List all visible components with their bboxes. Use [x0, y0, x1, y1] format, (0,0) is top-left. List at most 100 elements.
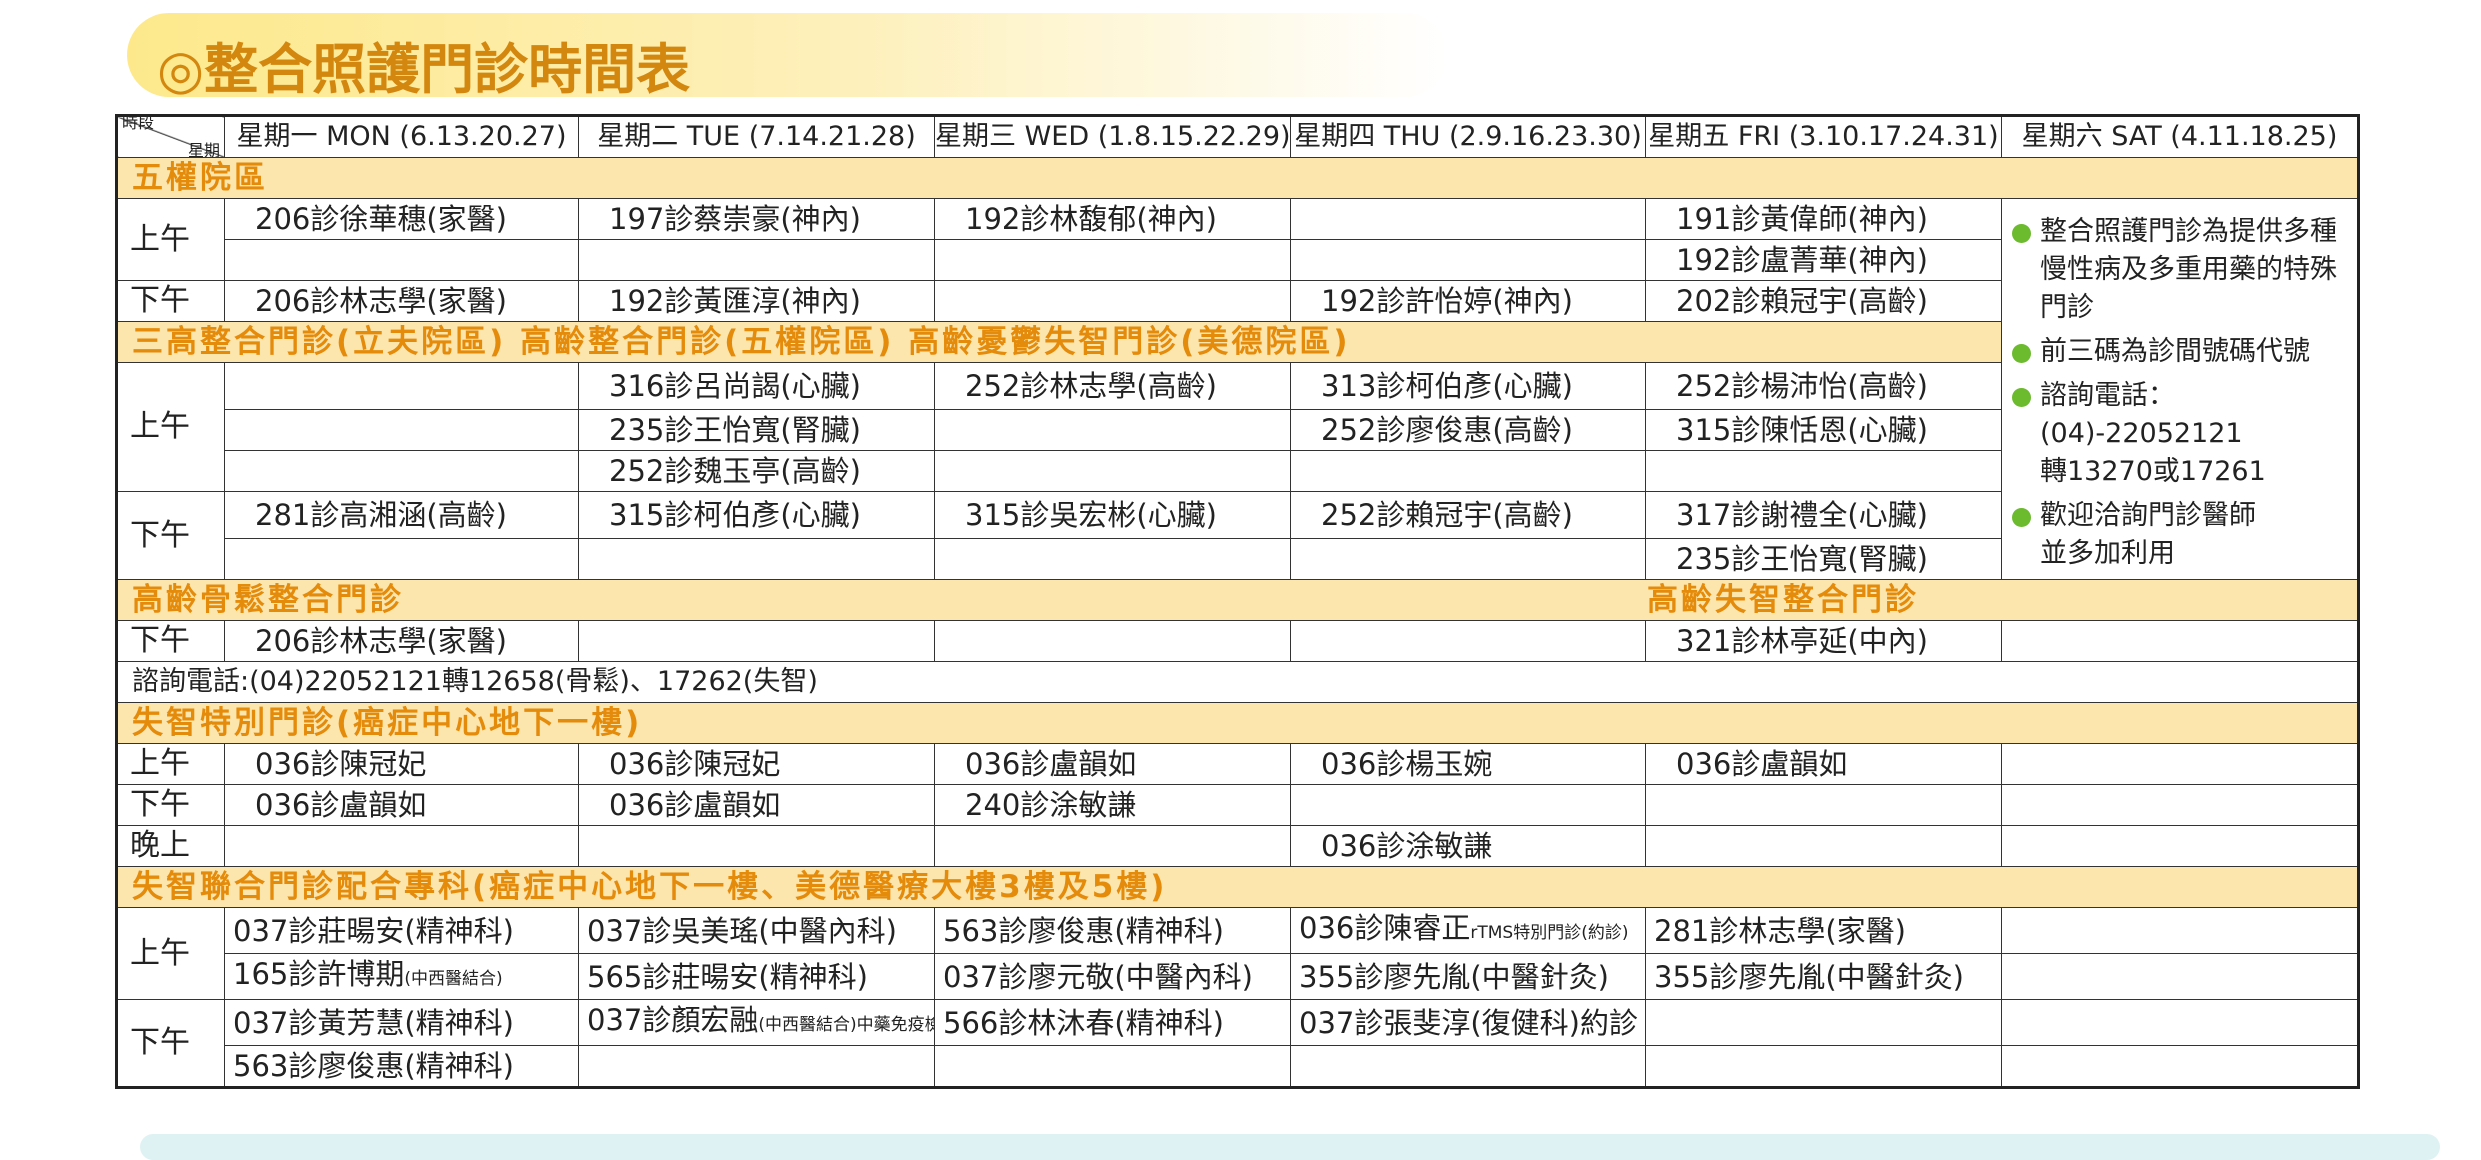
clinic-cell — [2001, 907, 2359, 954]
period-cell: 上午 — [116, 907, 225, 1000]
clinic-cell — [578, 620, 935, 662]
clinic-cell — [2001, 743, 2359, 785]
clinic-cell: 252診廖俊惠(高齡) — [1290, 409, 1646, 451]
clinic-note: (中西醫結合)中藥免疫檢查 — [758, 1015, 933, 1035]
clinic-cell: 240診涂敏謙 — [934, 784, 1291, 826]
clinic-cell: 036診陳冠妃 — [578, 743, 935, 785]
clinic-cell: 037診黃芳慧(精神科) — [224, 999, 579, 1046]
note-line: 前三碼為診間號碼代號 — [2040, 336, 2310, 367]
clinic-cell: 316診呂尚謁(心臟) — [578, 362, 935, 410]
clinic-doctor: 036診陳睿正 — [1299, 911, 1471, 945]
clinic-cell — [2001, 620, 2359, 662]
clinic-cell: 037診廖元敬(中醫內科) — [934, 953, 1291, 1000]
section-row: 三高整合門診(立夫院區) 高齡整合門診(五權院區) 高齡憂鬱失智門診(美德院區) — [116, 321, 2359, 363]
section-row: 高齡骨鬆整合門診 高齡失智整合門診 — [116, 579, 2359, 621]
clinic-doctor: 165診許博期 — [233, 957, 405, 991]
clinic-cell — [578, 825, 935, 867]
section-header: 失智特別門診(癌症中心地下一樓) — [116, 702, 2359, 744]
section-header: 失智聯合門診配合專科(癌症中心地下一樓、美德醫療大樓3樓及5樓) — [116, 866, 2359, 908]
day-header: 星期四 THU (2.9.16.23.30) — [1290, 115, 1646, 158]
clinic-cell: 036診盧韻如 — [578, 784, 935, 826]
clinic-cell — [1645, 784, 2002, 826]
notes-cell: 整合照護門診為提供多種 慢性病及多重用藥的特殊 門診 前三碼為診間號碼代號 諮詢電話： (… — [2001, 198, 2359, 580]
clinic-cell: 206診林志學(家醫) — [224, 280, 579, 322]
clinic-cell — [1645, 825, 2002, 867]
section-title: 高齡骨鬆整合門診 — [132, 582, 404, 618]
clinic-note: rTMS特別門診(約診) — [1470, 923, 1629, 943]
clinic-cell: 037診顏宏融(中西醫結合)中藥免疫檢查 — [578, 999, 935, 1046]
clinic-cell: 192診盧菁華(神內) — [1645, 239, 2002, 281]
period-cell: 上午 — [116, 362, 225, 492]
section-title: 三高整合門診(立夫院區) 高齡整合門診(五權院區) 高齡憂鬱失智門診(美德院區) — [132, 324, 1351, 360]
note-line: 諮詢電話： — [2040, 380, 2175, 411]
clinic-cell — [934, 239, 1291, 281]
clinic-cell — [224, 409, 579, 451]
period-cell: 下午 — [116, 280, 225, 322]
section-title: 失智特別門診(癌症中心地下一樓) — [132, 705, 643, 741]
schedule-row: 下午 206診林志學(家醫) 192診黃匯淳(神內) 192診許怡婷(神內) 202診賴… — [116, 280, 2359, 322]
clinic-cell — [1645, 450, 2002, 492]
clinic-cell — [578, 1045, 935, 1088]
clinic-cell — [224, 538, 579, 580]
note-item: 歡迎洽詢門診醫師 並多加利用 — [2012, 497, 2357, 573]
clinic-cell: 036診陳冠妃 — [224, 743, 579, 785]
clinic-cell — [578, 239, 935, 281]
clinic-cell — [1290, 239, 1646, 281]
clinic-cell — [1290, 450, 1646, 492]
footnote-row: 諮詢電話:(04)22052121轉12658(骨鬆)、17262(失智) — [116, 661, 2359, 703]
clinic-cell — [934, 620, 1291, 662]
decor-band — [140, 1134, 2440, 1160]
clinic-cell — [224, 239, 579, 281]
clinic-cell: 192診許怡婷(神內) — [1290, 280, 1646, 322]
period-cell: 下午 — [116, 784, 225, 826]
clinic-cell: 036診盧韻如 — [224, 784, 579, 826]
clinic-cell — [2001, 1045, 2359, 1088]
clinic-cell — [934, 538, 1291, 580]
clinic-cell — [1645, 1045, 2002, 1088]
note-line: 並多加利用 — [2040, 538, 2175, 569]
clinic-cell — [934, 450, 1291, 492]
section-row: 失智特別門診(癌症中心地下一樓) — [116, 702, 2359, 744]
clinic-cell: 355診廖先胤(中醫針灸) — [1290, 953, 1646, 1000]
section-header: 三高整合門診(立夫院區) 高齡整合門診(五權院區) 高齡憂鬱失智門診(美德院區) — [116, 321, 2002, 363]
clinic-note: (中西醫結合) — [404, 969, 503, 989]
clinic-cell: 281診高湘涵(高齡) — [224, 491, 579, 539]
clinic-cell: 036診涂敏謙 — [1290, 825, 1646, 867]
period-cell: 上午 — [116, 198, 225, 281]
clinic-cell: 037診莊暘安(精神科) — [224, 907, 579, 954]
schedule-row: 上午 206診徐華穗(家醫) 197診蔡崇豪(神內) 192診林馥郁(神內) 191診黃… — [116, 198, 2359, 580]
day-header: 星期六 SAT (4.11.18.25) — [2001, 115, 2359, 158]
clinic-cell: 197診蔡崇豪(神內) — [578, 198, 935, 240]
clinic-cell: 315診陳恬恩(心臟) — [1645, 409, 2002, 451]
clinic-cell: 192診林馥郁(神內) — [934, 198, 1291, 240]
clinic-cell: 565診莊暘安(精神科) — [578, 953, 935, 1000]
corner-bottom: 星期 — [187, 141, 220, 158]
section-title: 五權院區 — [132, 160, 268, 196]
note-line: 慢性病及多重用藥的特殊 — [2040, 254, 2337, 285]
clinic-cell: 321診林亭延(中內) — [1645, 620, 2002, 662]
clinic-cell — [2001, 825, 2359, 867]
clinic-cell: 165診許博期(中西醫結合) — [224, 953, 579, 1000]
day-header: 星期一 MON (6.13.20.27) — [224, 115, 579, 158]
clinic-cell — [1290, 538, 1646, 580]
corner-top: 時段 — [122, 115, 155, 133]
clinic-cell — [1290, 1045, 1646, 1088]
clinic-cell — [578, 538, 935, 580]
day-header: 星期二 TUE (7.14.21.28) — [578, 115, 935, 158]
clinic-cell: 036診盧韻如 — [1645, 743, 2002, 785]
clinic-cell: 037診吳美瑤(中醫內科) — [578, 907, 935, 954]
title: ◎整合照護門診時間表 — [157, 38, 691, 101]
clinic-cell — [2001, 999, 2359, 1046]
day-header: 星期五 FRI (3.10.17.24.31) — [1645, 115, 2002, 158]
clinic-cell — [934, 409, 1291, 451]
schedule-row: 165診許博期(中西醫結合) 565診莊暘安(精神科) 037診廖元敬(中醫內科) 3… — [117, 953, 2359, 1000]
schedule-row: 235診王怡寬(腎臟) — [117, 538, 2359, 580]
clinic-cell — [934, 1045, 1291, 1088]
section-header: 五權院區 — [116, 157, 2359, 199]
clinic-cell: 566診林沐春(精神科) — [934, 999, 1291, 1046]
clinic-cell: 036診盧韻如 — [934, 743, 1291, 785]
clinic-cell: 563診廖俊惠(精神科) — [934, 907, 1291, 954]
clinic-cell: 252診林志學(高齡) — [934, 362, 1291, 410]
period-cell: 晚上 — [116, 825, 225, 867]
note-item: 整合照護門診為提供多種 慢性病及多重用藥的特殊 門診 — [2012, 213, 2357, 327]
